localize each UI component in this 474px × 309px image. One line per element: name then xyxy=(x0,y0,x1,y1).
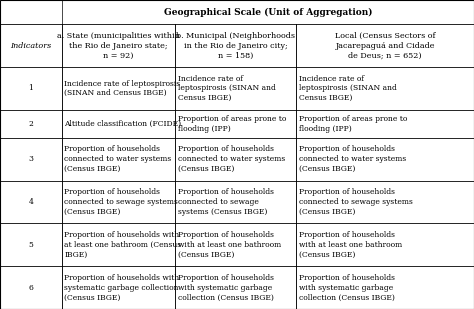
Text: Proportion of households
connected to water systems
(Census IBGE): Proportion of households connected to wa… xyxy=(299,145,406,173)
Text: a. State (municipalities within
the Rio de Janeiro state;
n = 92): a. State (municipalities within the Rio … xyxy=(57,32,180,59)
Text: Incidence rate of leptospirosis
(SINAN and Census IBGE): Incidence rate of leptospirosis (SINAN a… xyxy=(64,79,181,97)
Text: Proportion of households
connected to sewage systems
(Census IBGE): Proportion of households connected to se… xyxy=(64,188,178,216)
Text: 2: 2 xyxy=(28,120,33,128)
Text: Proportion of areas prone to
flooding (IPP): Proportion of areas prone to flooding (I… xyxy=(178,115,287,133)
Text: Proportion of households
connected to water systems
(Census IBGE): Proportion of households connected to wa… xyxy=(178,145,285,173)
Text: 5: 5 xyxy=(28,241,33,249)
Text: 3: 3 xyxy=(28,155,33,163)
Text: Indicators: Indicators xyxy=(10,42,52,50)
Text: Local (Census Sectors of
Jacarepaguá and Cidade
de Deus; n = 652): Local (Census Sectors of Jacarepaguá and… xyxy=(335,32,436,59)
Text: Proportion of households with
at least one bathroom (Census
IBGE): Proportion of households with at least o… xyxy=(64,231,182,259)
Text: Proportion of areas prone to
flooding (IPP): Proportion of areas prone to flooding (I… xyxy=(299,115,408,133)
Text: 1: 1 xyxy=(28,84,33,92)
Text: 6: 6 xyxy=(28,284,33,292)
Text: Proportion of households
with systematic garbage
collection (Census IBGE): Proportion of households with systematic… xyxy=(299,274,395,301)
Text: Incidence rate of
leptospirosis (SINAN and
Census IBGE): Incidence rate of leptospirosis (SINAN a… xyxy=(299,74,397,102)
Text: 4: 4 xyxy=(28,198,33,206)
Text: Proportion of households with
systematic garbage collection
(Census IBGE): Proportion of households with systematic… xyxy=(64,274,180,301)
Text: Proportion of households
with at least one bathroom
(Census IBGE): Proportion of households with at least o… xyxy=(178,231,282,259)
Text: Altitude classification (FCIDE): Altitude classification (FCIDE) xyxy=(64,120,182,128)
Text: Proportion of households
with at least one bathroom
(Census IBGE): Proportion of households with at least o… xyxy=(299,231,402,259)
Text: Proportion of households
connected to sewage systems
(Census IBGE): Proportion of households connected to se… xyxy=(299,188,413,216)
Text: Proportion of households
connected to water systems
(Census IBGE): Proportion of households connected to wa… xyxy=(64,145,172,173)
Text: b. Municipal (Neighborhoods
in the Rio de Janeiro city;
n = 158): b. Municipal (Neighborhoods in the Rio d… xyxy=(176,32,295,59)
Text: Geographical Scale (Unit of Aggregation): Geographical Scale (Unit of Aggregation) xyxy=(164,7,372,17)
Text: Proportion of households
connected to sewage
systems (Census IBGE): Proportion of households connected to se… xyxy=(178,188,274,216)
Text: Incidence rate of
leptospirosis (SINAN and
Census IBGE): Incidence rate of leptospirosis (SINAN a… xyxy=(178,74,276,102)
Text: Proportion of households
with systematic garbage
collection (Census IBGE): Proportion of households with systematic… xyxy=(178,274,274,301)
